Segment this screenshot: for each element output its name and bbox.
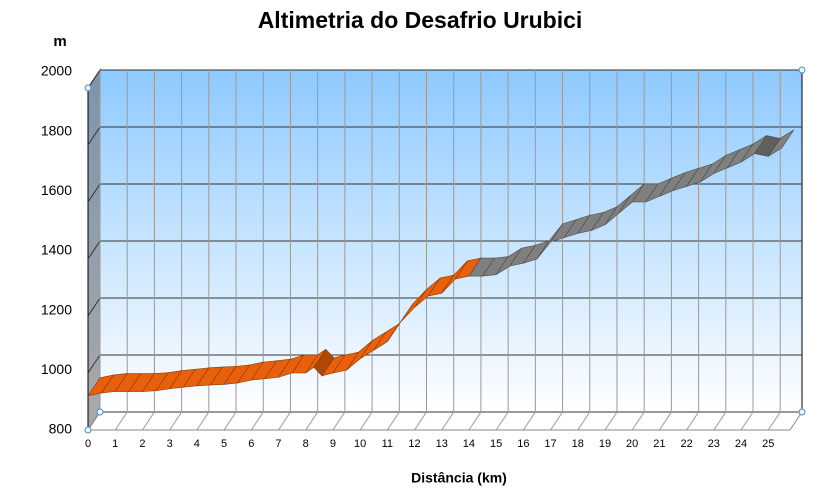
x-tick-label: 8 [303,438,309,450]
grid-line [250,411,264,431]
grid-line [386,411,400,431]
x-tick-label: 12 [408,438,420,450]
corner-handle [84,426,92,434]
grid-line [686,411,700,431]
x-tick-label: 14 [463,438,475,450]
chart-title: Altimetria do Desafrio Urubici [258,7,583,33]
y-tick-label: 1000 [41,361,72,377]
x-tick-label: 7 [275,438,281,450]
grid-line [223,411,237,431]
corner-handle [798,408,806,416]
x-axis-title: Distância (km) [411,470,507,486]
y-axis-title: m [53,33,66,50]
grid-line [169,411,183,431]
grid-line [522,411,536,431]
corner-handle [798,66,806,74]
x-tick-label: 19 [599,438,611,450]
grid-line [495,411,509,431]
y-tick-label: 1600 [41,182,72,198]
y-tick-label: 2000 [41,63,72,79]
x-tick-label: 23 [708,438,720,450]
x-tick-label: 2 [139,438,145,450]
y-tick-label: 800 [49,421,73,437]
x-tick-label: 10 [354,438,366,450]
grid-line [631,411,645,431]
x-tick-label: 9 [330,438,336,450]
grid-line [604,411,618,431]
grid-line [87,69,101,89]
x-tick-label: 15 [490,438,502,450]
grid-line [441,411,455,431]
x-tick-label: 18 [572,438,584,450]
x-tick-label: 16 [517,438,529,450]
grid-line [713,411,727,431]
grid-line [305,411,319,431]
x-tick-label: 17 [544,438,556,450]
grid-line [87,297,101,317]
y-tick-label: 1800 [41,122,72,138]
grid-line [468,411,482,431]
corner-handle [84,84,92,92]
grid-line [278,411,291,431]
grid-line [359,411,373,431]
grid-line [87,126,101,146]
grid-line [740,411,754,431]
grid-line [196,411,210,431]
grid-line [87,183,101,203]
x-tick-label: 13 [436,438,448,450]
x-tick-label: 1 [112,438,118,450]
floor [87,411,803,431]
x-tick-label: 0 [85,438,91,450]
grid-line [87,411,101,431]
grid-line [414,411,427,431]
x-tick-label: 6 [248,438,254,450]
grid-line [114,411,128,431]
grid-line [142,411,155,431]
y-tick-label: 1200 [41,301,72,317]
x-tick-label: 4 [194,438,200,450]
grid-line [87,240,101,260]
x-tick-label: 22 [680,438,692,450]
x-tick-label: 25 [762,438,774,450]
grid-line [658,411,672,431]
x-tick-label: 11 [382,438,393,450]
grid-line [332,411,346,431]
grid-line [87,354,101,374]
x-tick-label: 21 [653,438,665,450]
grid-line [577,411,591,431]
grid-line [550,411,563,431]
y-tick-label: 1400 [41,242,72,258]
x-tick-label: 5 [221,438,227,450]
ribbon-segment [767,129,795,157]
corner-handle [96,408,104,416]
x-tick-label: 3 [167,438,173,450]
x-tick-label: 20 [626,438,638,450]
grid-line [767,411,781,431]
x-tick-label: 24 [735,438,747,450]
